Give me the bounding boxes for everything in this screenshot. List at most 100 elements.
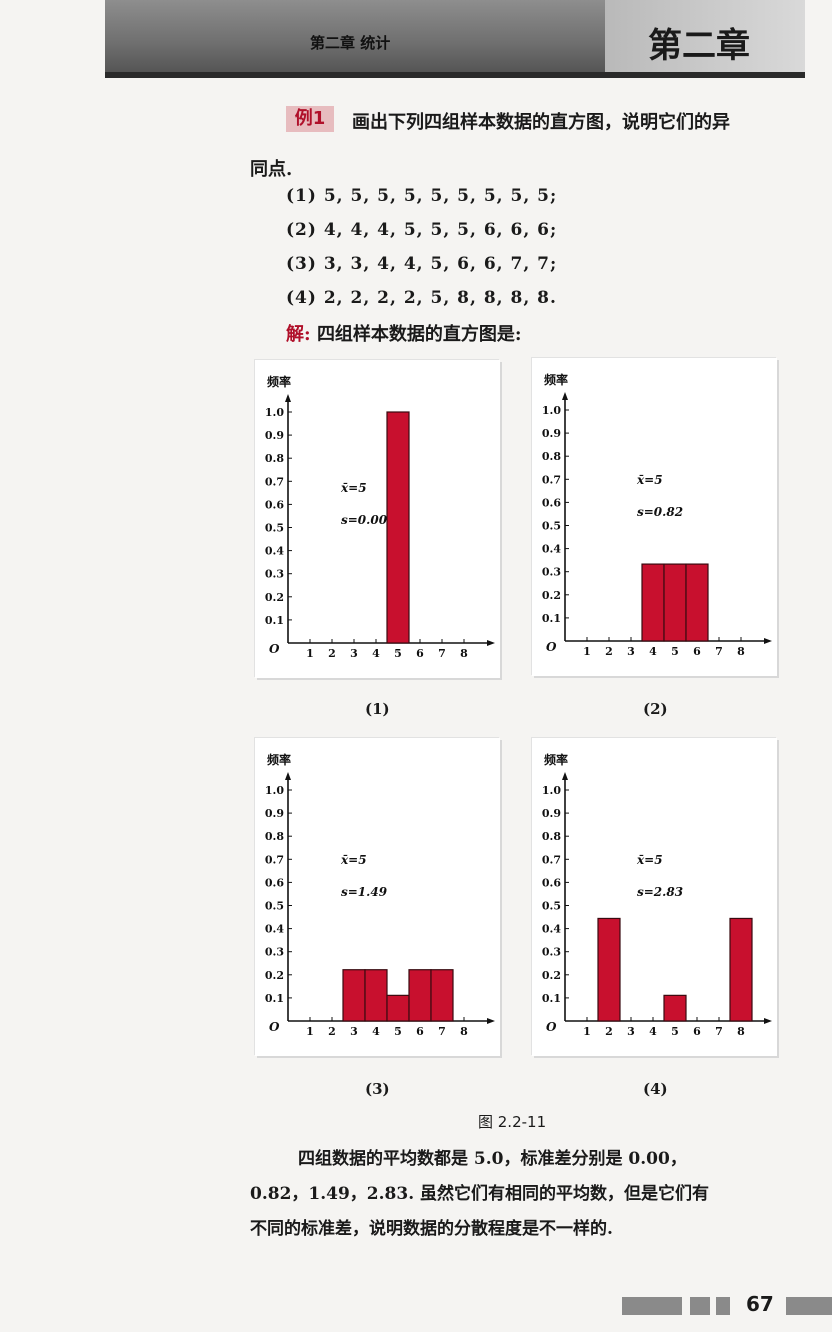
x-tick-label: 4 [372,647,380,660]
y-tick-label: 0.7 [265,475,284,488]
histogram-bar [729,917,753,1022]
conclusion-line-2: 0.82，1.49，2.83. 虽然它们有相同的平均数，但是它们有 [250,1184,710,1204]
x-tick-label: 8 [737,1025,745,1038]
data-line-3: (3) 3, 3, 4, 4, 5, 6, 6, 7, 7; [286,254,558,274]
y-axis-arrow [562,392,568,400]
y-axis-arrow [285,772,291,780]
x-tick-label: 1 [306,1025,314,1038]
example-tag: 例1 [286,106,334,132]
x-axis-arrow [764,1018,772,1024]
x-tick-label: 5 [671,645,679,658]
y-tick-label: 0.3 [265,946,284,959]
x-tick-label: 2 [605,645,613,658]
y-tick-label: 0.2 [265,969,284,982]
y-tick-label: 0.5 [542,520,561,533]
histogram-2: 频率 O 0.1 0.2 0.3 0.4 0.5 0.6 0.7 0.8 0.9 1.0 1 2 3 4 5 6 7… [532,358,777,676]
x-tick-label: 6 [693,1025,701,1038]
chapter-header: 第二章 统计 第二章 [105,0,805,78]
y-tick-label: 0.2 [542,969,561,982]
example-statement: 画出下列四组样本数据的直方图，说明它们的异 [352,112,730,133]
histogram-bar [408,969,432,1022]
y-tick-label: 0.8 [265,830,284,843]
x-tick-label: 4 [372,1025,380,1038]
x-tick-label: 3 [627,645,635,658]
origin-label: O [269,1020,280,1034]
solution-label: 解: [286,324,311,345]
y-tick-label: 1.0 [265,406,284,419]
histogram-1: 频率 O 0.1 0.2 0.3 0.4 0.5 0.6 0.7 0.8 0.9 1.0 1 2 3 4 5 6 7… [255,360,500,678]
footer-bar [622,1297,682,1315]
y-tick-label: 0.7 [265,853,284,866]
x-tick-label: 1 [583,1025,591,1038]
sd-label: s=0.82 [637,505,683,519]
y-tick-label: 0.9 [542,427,561,440]
y-tick-label: 1.0 [542,404,561,417]
y-tick-label: 0.6 [265,498,284,511]
x-tick-label: 8 [460,647,468,660]
data-line-4: (4) 2, 2, 2, 2, 5, 8, 8, 8, 8. [286,288,557,308]
x-tick-label: 2 [328,1025,336,1038]
x-tick-label: 8 [460,1025,468,1038]
histogram-bar [386,994,410,1022]
y-tick-label: 0.7 [542,473,561,486]
x-axis-arrow [487,640,495,646]
x-axis-arrow [764,638,772,644]
solution-text: 四组样本数据的直方图是: [316,324,522,345]
histogram-3: 频率 O 0.1 0.2 0.3 0.4 0.5 0.6 0.7 0.8 0.9 1.0 1 2 3 4 5 6 7… [255,738,500,1056]
running-head: 第二章 统计 [310,34,391,52]
x-tick-label: 6 [416,647,424,660]
x-tick-label: 6 [416,1025,424,1038]
conclusion-line-1: 四组数据的平均数都是 5.0，标准差分别是 0.00， [298,1149,687,1169]
y-tick-label: 0.3 [265,568,284,581]
example-statement-cont: 同点. [250,159,293,180]
y-tick-label: 0.9 [542,807,561,820]
y-tick-label: 0.4 [265,923,284,936]
x-tick-label: 5 [394,1025,402,1038]
histogram-bar [342,969,366,1022]
page-number: 67 [746,1292,774,1316]
data-line-1: (1) 5, 5, 5, 5, 5, 5, 5, 5, 5; [286,186,558,206]
conclusion-line-3: 不同的标准差，说明数据的分散程度是不一样的. [250,1219,613,1239]
histogram-svg: 频率 O 0.1 0.2 0.3 0.4 0.5 0.6 0.7 0.8 0.9 1.0 1 2 3 4 5 6 7… [265,374,495,660]
y-axis-label: 频率 [544,372,568,387]
y-tick-label: 0.8 [542,830,561,843]
figure-caption: 图 2.2-11 [478,1113,547,1131]
y-tick-label: 0.4 [542,923,561,936]
histogram-bar [663,994,687,1022]
y-tick-label: 0.4 [542,543,561,556]
y-tick-label: 1.0 [542,784,561,797]
histogram-svg: 频率 O 0.1 0.2 0.3 0.4 0.5 0.6 0.7 0.8 0.9 1.0 1 2 3 4 5 6 7… [542,372,772,658]
histogram-bar [597,917,621,1022]
y-axis-label: 频率 [544,752,568,767]
histogram-bar [364,969,388,1022]
y-tick-label: 0.9 [265,429,284,442]
chapter-badge: 第二章 [605,0,805,72]
x-tick-label: 7 [715,645,723,658]
histogram-svg: 频率 O 0.1 0.2 0.3 0.4 0.5 0.6 0.7 0.8 0.9 1.0 1 2 3 4 5 6 7… [265,752,495,1038]
footer-bar [716,1297,730,1315]
x-tick-label: 3 [627,1025,635,1038]
x-axis-arrow [487,1018,495,1024]
y-tick-label: 0.1 [265,992,284,1005]
x-tick-label: 2 [605,1025,613,1038]
y-tick-label: 0.5 [542,900,561,913]
sd-label: s=2.83 [637,885,683,899]
origin-label: O [546,640,557,654]
histogram-bar [430,969,454,1022]
y-tick-label: 0.5 [265,900,284,913]
x-tick-label: 3 [350,1025,358,1038]
y-tick-label: 1.0 [265,784,284,797]
mean-label: x̄=5 [340,853,367,867]
histogram-bar [641,563,665,642]
y-axis-arrow [285,394,291,402]
y-tick-label: 0.2 [542,589,561,602]
x-tick-label: 1 [583,645,591,658]
footer-bar [690,1297,710,1315]
origin-label: O [269,642,280,656]
y-tick-label: 0.6 [542,496,561,509]
x-tick-label: 3 [350,647,358,660]
mean-label: x̄=5 [636,473,663,487]
y-tick-label: 0.6 [542,876,561,889]
y-tick-label: 0.6 [265,876,284,889]
sd-label: s=1.49 [341,885,388,899]
